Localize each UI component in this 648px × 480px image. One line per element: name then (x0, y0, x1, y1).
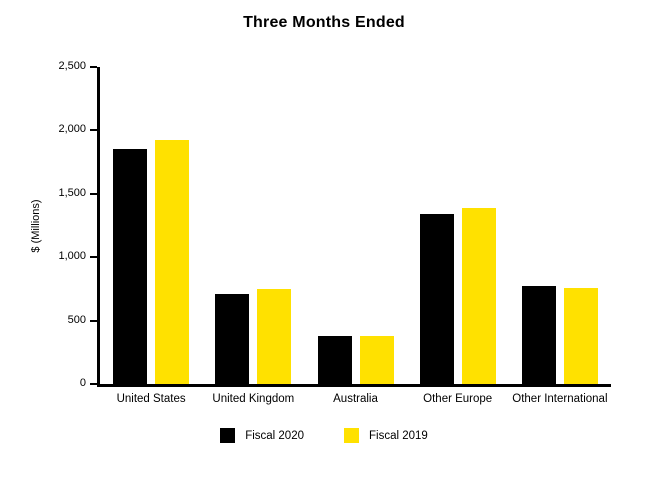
y-tick-label: 0 (79, 377, 86, 389)
legend-swatch-fiscal-2020 (220, 428, 236, 443)
y-tick-mark (90, 66, 97, 68)
legend-swatch-fiscal-2019 (344, 428, 359, 443)
x-category-label: United Kingdom (212, 393, 295, 405)
x-category-label: Other International (512, 393, 608, 405)
bar-fiscal-2019-united-states (155, 139, 190, 384)
y-tick-label: 2,500 (58, 60, 86, 72)
legend-item-fiscal-2020: Fiscal 2020 (220, 428, 304, 443)
legend: Fiscal 2020 Fiscal 2019 (0, 428, 648, 443)
y-tick-mark (90, 129, 97, 132)
legend-label-fiscal-2019: Fiscal 2019 (369, 429, 428, 442)
chart-title: Three Months Ended (243, 14, 405, 31)
y-tick-mark (90, 192, 97, 195)
y-tick-mark (90, 383, 97, 385)
y-tick-label: 500 (67, 313, 86, 326)
x-category-label: United States (116, 393, 186, 405)
y-tick-label: 1,000 (58, 250, 86, 263)
x-category-label: Other Europe (423, 393, 493, 405)
bar-fiscal-2019-other-europe (461, 207, 496, 384)
bar-fiscal-2020-united-kingdom (215, 293, 250, 384)
y-axis-label: $ (Millions) (30, 199, 42, 253)
bar-fiscal-2019-united-kingdom (257, 288, 292, 384)
y-tick-label: 2,000 (58, 123, 86, 136)
bar-fiscal-2020-united-states (113, 149, 148, 384)
bar-fiscal-2019-other-international (563, 288, 598, 384)
legend-label-fiscal-2020: Fiscal 2020 (245, 429, 304, 442)
y-tick-mark (90, 256, 97, 259)
y-tick-label: 1,500 (58, 186, 86, 199)
bar-fiscal-2020-australia (317, 335, 352, 384)
bar-fiscal-2019-australia (359, 335, 394, 384)
y-tick-mark (90, 319, 97, 322)
plot-area: 0 500 1,000 1,500 2,000 2,500 (58, 60, 611, 389)
bar-fiscal-2020-other-international (521, 286, 556, 384)
bar-fiscal-2020-other-europe (419, 214, 454, 384)
x-category-label: Australia (333, 393, 378, 405)
legend-item-fiscal-2019: Fiscal 2019 (344, 428, 428, 443)
